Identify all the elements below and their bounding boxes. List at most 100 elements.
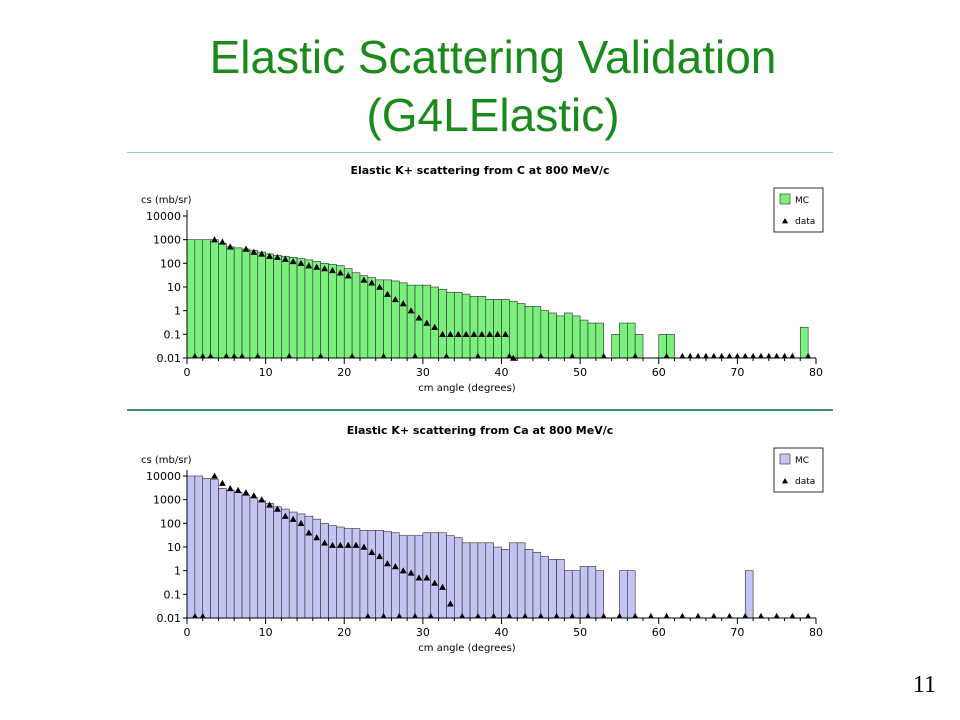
carbon-mc-bar	[509, 300, 518, 359]
calcium-x-tick-label: 10	[259, 626, 273, 639]
carbon-mc-bar	[304, 259, 314, 359]
carbon-data-baseline-point	[255, 352, 261, 358]
calcium-mc-bar	[548, 559, 557, 619]
calcium-y-tick-label: 0.01	[157, 612, 182, 625]
calcium-mc-bar	[281, 508, 290, 619]
carbon-mc-bar	[446, 291, 455, 359]
carbon-data-point	[454, 330, 462, 338]
carbon-data-point	[211, 236, 218, 243]
calcium-mc-bar	[226, 489, 235, 619]
calcium-mc-bar	[556, 559, 565, 619]
calcium-data-point	[297, 519, 305, 527]
carbon-data-point	[321, 265, 328, 272]
calcium-data-point	[321, 539, 328, 546]
calcium-mc-bar	[257, 500, 266, 619]
carbon-data-point	[313, 263, 321, 270]
carbon-data-baseline-point	[679, 352, 685, 358]
carbon-data-point	[399, 300, 407, 307]
carbon-mc-bar	[194, 239, 204, 359]
carbon-data-point	[242, 245, 250, 252]
carbon-data-baseline-point	[506, 352, 512, 358]
carbon-data-baseline-point	[789, 352, 796, 358]
calcium-x-tick-label: 40	[495, 626, 509, 639]
carbon-mc-bar	[548, 312, 557, 359]
page-number: 11	[912, 672, 936, 698]
calcium-data-baseline-point	[758, 612, 764, 618]
carbon-data-baseline-point	[781, 352, 788, 358]
calcium-x-tick-label: 80	[809, 626, 823, 639]
carbon-data-point	[509, 354, 517, 361]
carbon-data-point	[407, 307, 415, 314]
calcium-data-baseline-point	[805, 612, 811, 618]
chart-calcium-svg: Elastic K+ scattering from Ca at 800 MeV…	[141, 424, 824, 654]
calcium-data-baseline-point	[569, 612, 575, 618]
calcium-mc-bar	[501, 548, 510, 619]
carbon-mc-bar	[202, 239, 211, 359]
carbon-mc-bar	[571, 315, 581, 359]
carbon-data-point	[336, 269, 344, 276]
calcium-data-point	[211, 472, 218, 479]
calcium-data-point	[446, 600, 454, 607]
carbon-mc-bar	[799, 326, 809, 359]
calcium-data-baseline-point	[616, 612, 623, 618]
calcium-data-point	[281, 512, 289, 519]
calcium-mc-bar	[626, 570, 636, 619]
calcium-legend-mc-swatch	[779, 453, 791, 465]
calcium-data-baseline-point	[632, 612, 638, 618]
carbon-data-baseline-point	[703, 352, 709, 358]
calcium-data-baseline-point	[742, 612, 748, 618]
carbon-data-baseline-point	[805, 352, 811, 358]
carbon-mc-bar	[320, 263, 329, 359]
calcium-data-baseline-point	[538, 612, 544, 618]
carbon-data-point	[281, 255, 289, 262]
carbon-mc-bar	[438, 288, 447, 359]
carbon-data-point	[462, 330, 470, 338]
calcium-y-tick-label: 100	[160, 517, 181, 530]
carbon-data-baseline-point	[207, 352, 214, 358]
carbon-data-baseline-point	[774, 352, 780, 358]
calcium-x-tick-label: 60	[652, 626, 666, 639]
chart-calcium: Elastic K+ scattering from Ca at 800 MeV…	[127, 416, 833, 666]
calcium-data-baseline-point	[711, 612, 717, 618]
calcium-data-baseline-point	[789, 612, 796, 618]
carbon-data-baseline-point	[687, 352, 693, 358]
calcium-legend-data-marker	[782, 478, 788, 484]
calcium-mc-bar	[210, 479, 219, 619]
carbon-mc-bar	[296, 258, 306, 359]
carbon-mc-bar	[414, 284, 424, 359]
carbon-mc-bar	[257, 251, 266, 359]
calcium-data-point	[368, 548, 376, 555]
carbon-mc-bar	[336, 265, 345, 359]
calcium-data-baseline-point	[522, 612, 528, 618]
calcium-mc-bar	[288, 511, 298, 619]
calcium-y-tick-label: 10000	[146, 470, 181, 483]
carbon-data-baseline-point	[286, 352, 292, 358]
carbon-mc-bar	[524, 306, 534, 359]
carbon-mc-bar	[391, 280, 400, 359]
calcium-data-baseline-point	[585, 612, 591, 618]
carbon-mc-bar	[241, 248, 251, 359]
carbon-data-point	[274, 253, 281, 261]
carbon-data-point	[329, 267, 336, 274]
carbon-data-point	[423, 319, 431, 326]
calcium-data-point	[234, 486, 242, 493]
calcium-mc-bar	[249, 497, 259, 619]
calcium-data-baseline-point	[475, 612, 481, 618]
calcium-data-baseline-point	[664, 612, 670, 618]
calcium-data-point	[376, 553, 384, 560]
carbon-mc-bar	[281, 255, 290, 359]
carbon-mc-bar	[461, 293, 471, 359]
calcium-x-tick-label: 70	[730, 626, 744, 639]
carbon-mc-bar	[210, 239, 219, 359]
carbon-y-tick-label: 10000	[146, 210, 181, 223]
calcium-data-point	[289, 515, 297, 522]
calcium-mc-bar	[430, 532, 439, 619]
middle-divider	[127, 409, 833, 411]
chart-carbon: Elastic K+ scattering from C at 800 MeV/…	[127, 156, 833, 406]
calcium-mc-bar	[367, 530, 376, 619]
carbon-data-point	[368, 279, 376, 286]
carbon-data-baseline-point	[664, 352, 670, 358]
carbon-mc-bar	[485, 299, 494, 359]
calcium-data-baseline-point	[412, 612, 418, 618]
carbon-data-point	[486, 330, 494, 338]
